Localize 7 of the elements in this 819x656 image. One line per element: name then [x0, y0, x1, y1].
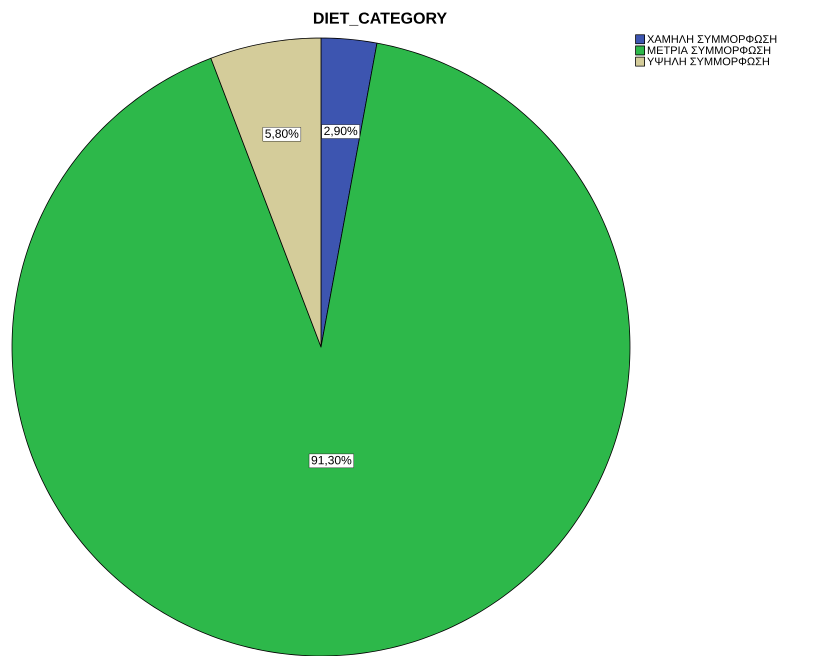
data-label: 5,80%: [265, 129, 298, 140]
data-label: 2,90%: [324, 126, 358, 136]
legend-label: ΥΨΗΛΗ ΣΥΜΜΟΡΦΩΣΗ: [647, 57, 769, 66]
data-label: 91,30%: [312, 456, 352, 466]
legend-label: ΧΑΜΗΛΗ ΣΥΜΜΟΡΦΩΣΗ: [647, 34, 776, 43]
slice-label: ΜΕΤΡΙΑ ΣΥΜΜΟΡΦΩΣΗ: [648, 46, 770, 54]
chart-title: DIET_CATEGORY: [314, 12, 447, 26]
